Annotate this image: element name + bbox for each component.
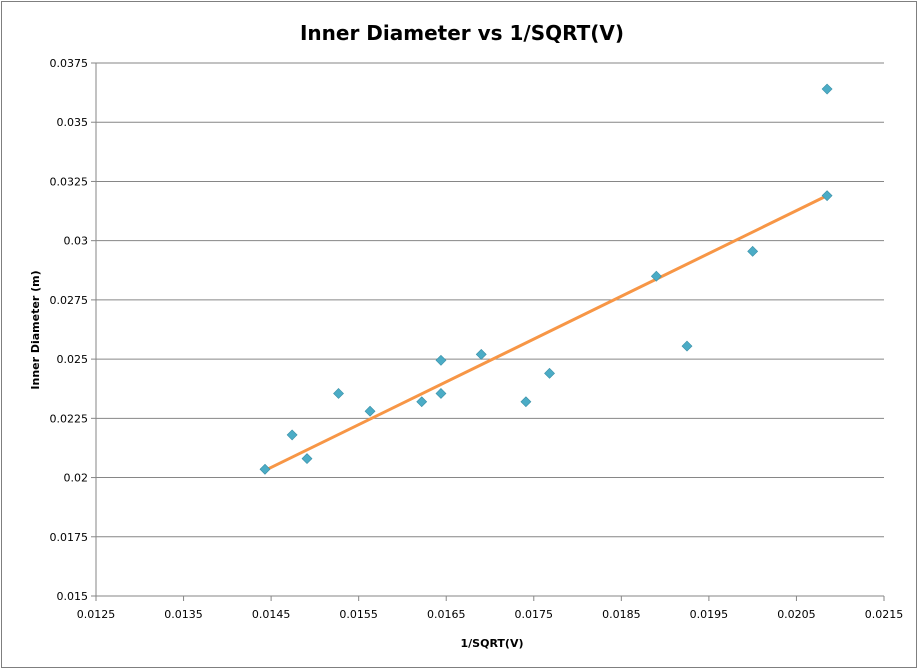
x-tick-label: 0.0215 xyxy=(865,608,904,621)
x-tick-label: 0.0155 xyxy=(339,608,378,621)
x-tick-label: 0.0205 xyxy=(777,608,816,621)
x-tick-label: 0.0175 xyxy=(515,608,554,621)
data-point xyxy=(364,405,376,417)
x-axis-title: 1/SQRT(V) xyxy=(461,637,524,650)
y-axis-title: Inner Diameter (m) xyxy=(29,270,42,389)
axes xyxy=(91,62,885,601)
data-point xyxy=(416,396,428,408)
x-tick-label: 0.0195 xyxy=(690,608,729,621)
x-tick-label: 0.0135 xyxy=(164,608,203,621)
y-tick-label: 0.025 xyxy=(57,353,89,366)
data-point xyxy=(821,190,833,202)
data-point xyxy=(435,388,447,399)
x-tick-label: 0.0165 xyxy=(427,608,466,621)
tick-labels: 0.015 0.0175 0.02 0.0225 0.025 0.0275 0.03 0.03… xyxy=(50,57,904,621)
data-point xyxy=(681,340,693,352)
data-point xyxy=(475,348,487,360)
x-tick-label: 0.0185 xyxy=(602,608,641,621)
y-tick-label: 0.0225 xyxy=(50,412,89,425)
y-tick-label: 0.035 xyxy=(57,116,89,129)
trendline xyxy=(263,194,829,472)
data-point xyxy=(259,463,271,475)
x-tick-label: 0.0125 xyxy=(77,608,116,621)
y-tick-label: 0.0275 xyxy=(50,294,89,307)
trendline-group xyxy=(263,194,829,472)
data-point xyxy=(650,270,662,282)
data-point xyxy=(520,396,532,408)
y-tick-label: 0.0325 xyxy=(50,175,89,188)
x-tick-label: 0.0145 xyxy=(252,608,291,621)
data-point xyxy=(333,388,344,399)
y-tick-label: 0.015 xyxy=(57,590,89,603)
y-tick-label: 0.0175 xyxy=(50,531,89,544)
chart-title: Inner Diameter vs 1/SQRT(V) xyxy=(300,21,624,45)
data-point xyxy=(821,83,833,95)
y-tick-label: 0.0375 xyxy=(50,57,89,70)
y-tick-label: 0.02 xyxy=(64,472,89,485)
data-point xyxy=(544,367,555,379)
data-point xyxy=(286,429,298,441)
gridlines xyxy=(96,62,884,538)
data-point xyxy=(301,453,313,465)
data-point xyxy=(747,245,759,257)
y-tick-label: 0.03 xyxy=(64,235,89,248)
data-point xyxy=(435,354,447,366)
data-points xyxy=(259,83,833,475)
